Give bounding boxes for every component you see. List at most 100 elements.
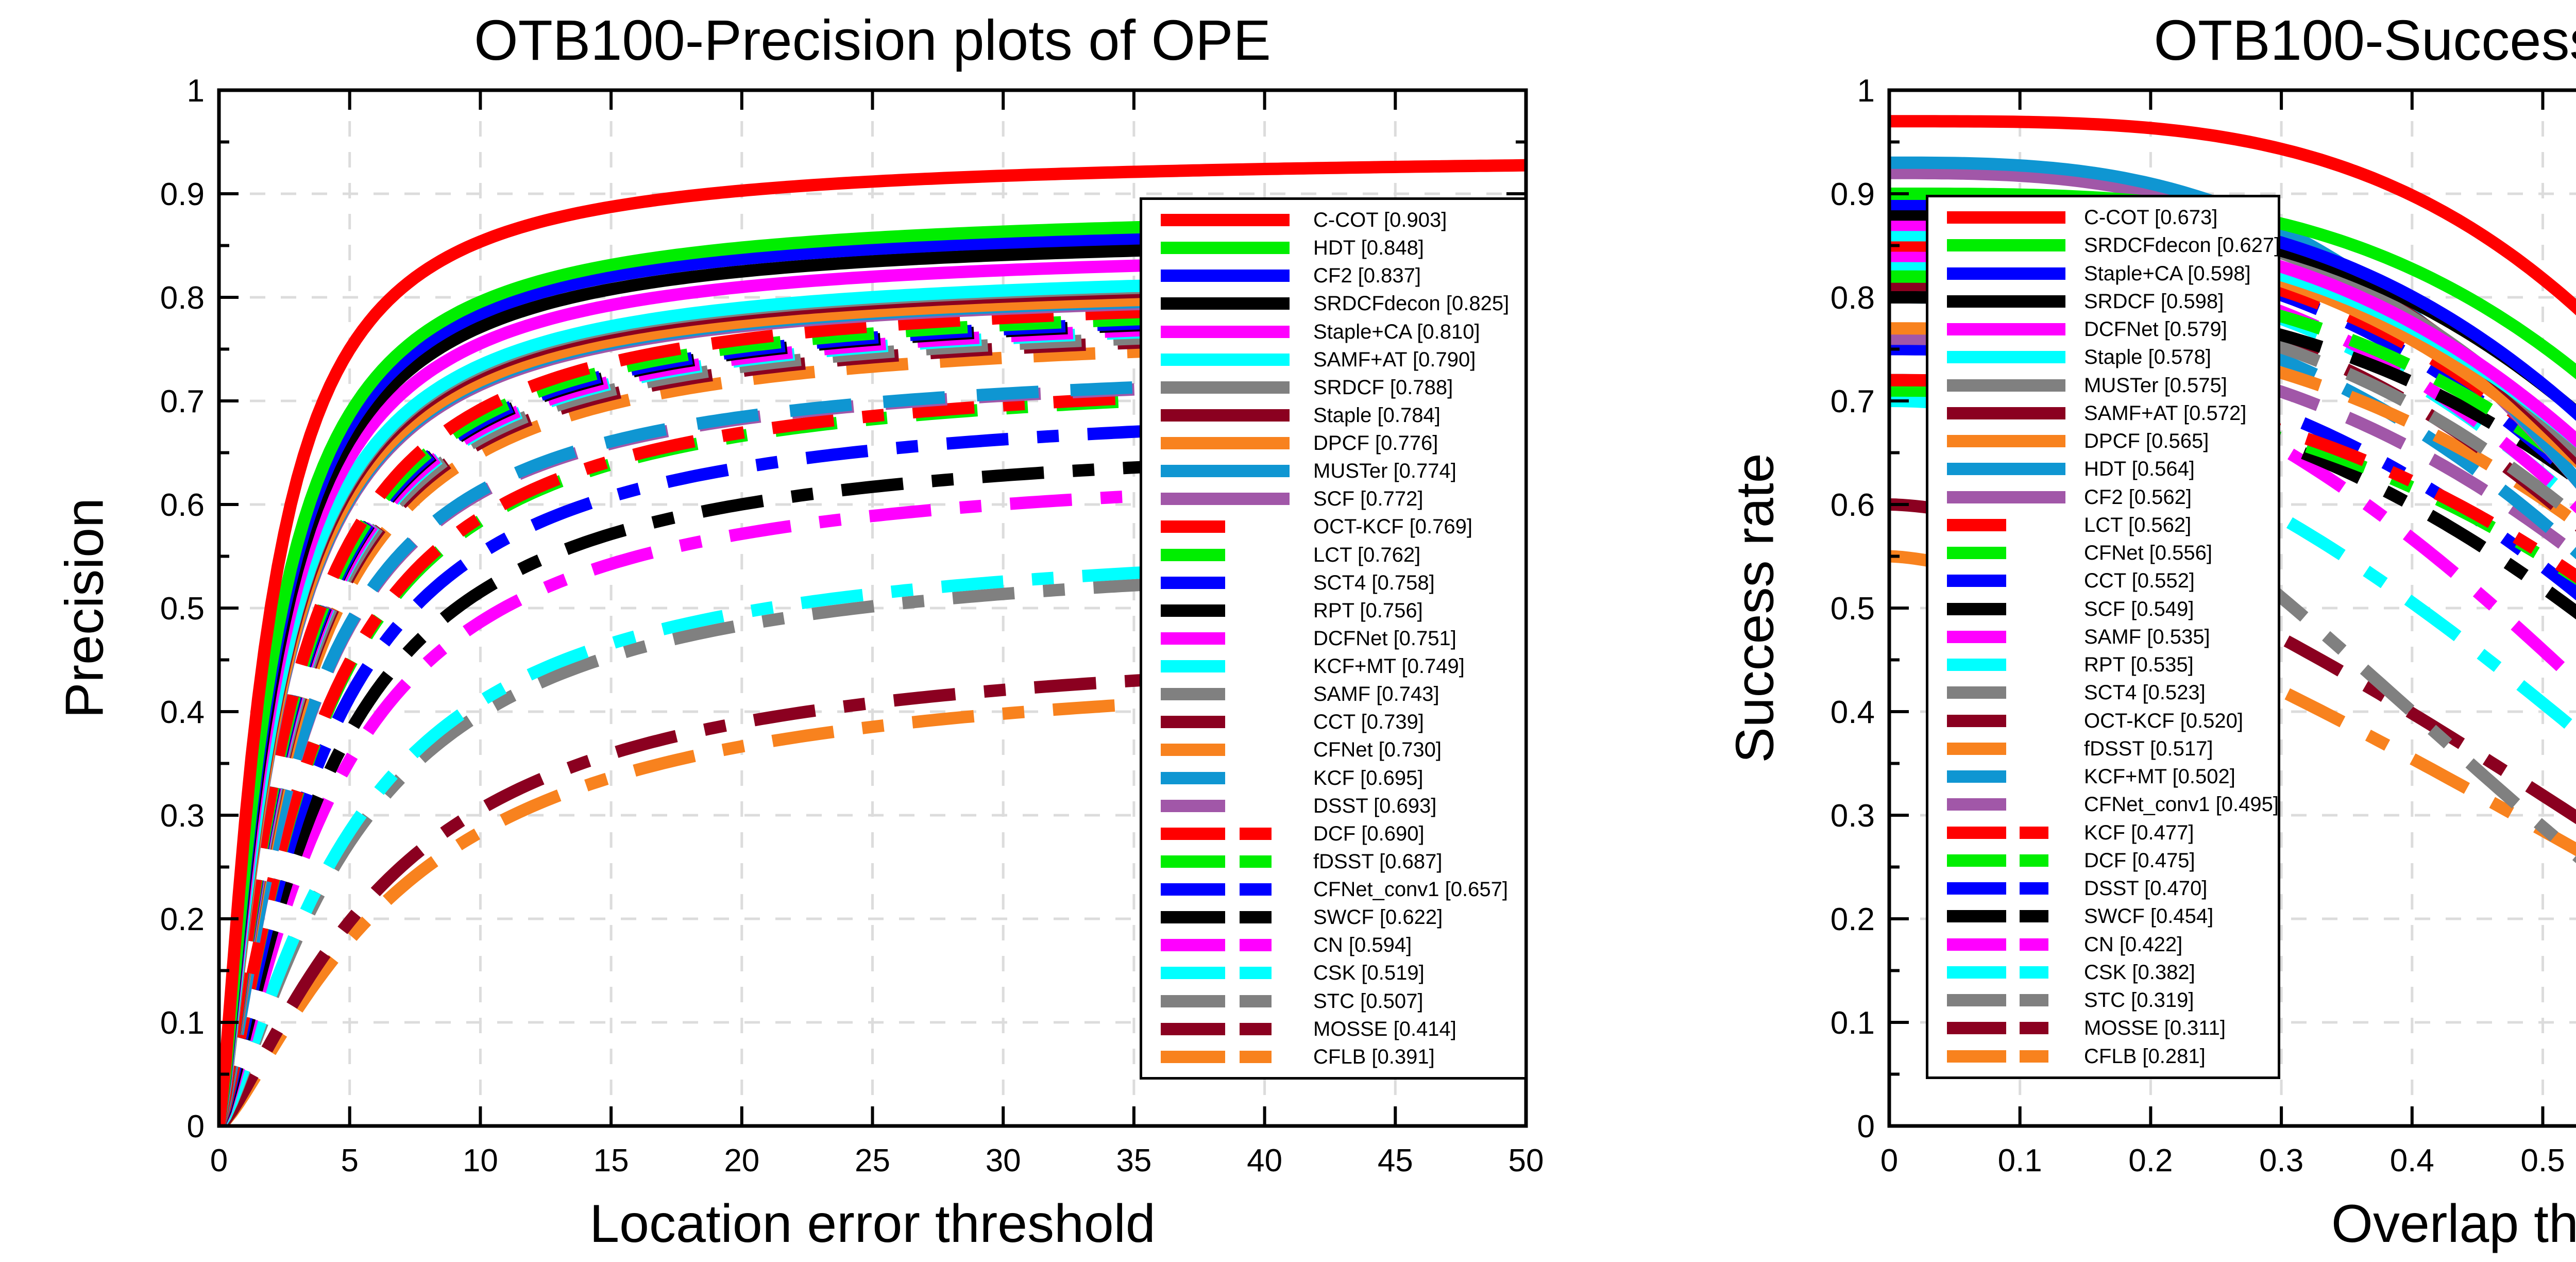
legend-item-SRDCFdecon: SRDCFdecon [0.627] bbox=[1947, 235, 2280, 256]
legend-item-MOSSE: MOSSE [0.311] bbox=[1947, 1018, 2278, 1038]
legend-item-C-COT: C-COT [0.903] bbox=[1161, 210, 1524, 230]
legend-label: SAMF+AT [0.790] bbox=[1313, 348, 1476, 371]
legend-label: SAMF [0.535] bbox=[2084, 625, 2210, 648]
series-line-DCF bbox=[219, 379, 1526, 1126]
legend-item-HDT: HDT [0.564] bbox=[1947, 459, 2278, 479]
x-tick-label: 45 bbox=[1378, 1143, 1413, 1179]
legend-label: CFLB [0.281] bbox=[2084, 1045, 2206, 1068]
legend-label: DCF [0.690] bbox=[1313, 822, 1425, 845]
y-tick-label: 0.4 bbox=[1831, 695, 1875, 730]
legend-item-CFNet_conv1: CFNet_conv1 [0.495] bbox=[1947, 793, 2279, 816]
legend-label: LCT [0.562] bbox=[2084, 513, 2192, 536]
legend-line-swatch bbox=[1161, 353, 1305, 366]
legend-line-swatch bbox=[1161, 297, 1305, 310]
legend-line-swatch bbox=[1161, 576, 1305, 589]
legend-label: Staple+CA [0.810] bbox=[1313, 320, 1480, 343]
y-tick-label: 0.5 bbox=[160, 591, 205, 627]
legend-label: CFLB [0.391] bbox=[1313, 1045, 1435, 1068]
legend-label: SAMF [0.743] bbox=[1313, 683, 1439, 706]
legend-label: MUSTer [0.774] bbox=[1313, 460, 1456, 483]
legend-label: MUSTer [0.575] bbox=[2084, 374, 2227, 397]
legend-item-CCT: CCT [0.739] bbox=[1161, 712, 1524, 732]
legend-label: SAMF+AT [0.572] bbox=[2084, 401, 2247, 425]
legend-item-DCFNet: DCFNet [0.751] bbox=[1161, 628, 1524, 649]
legend-line-swatch bbox=[1947, 602, 2076, 615]
legend-line-swatch bbox=[1947, 463, 2076, 476]
legend-label: SWCF [0.454] bbox=[2084, 905, 2214, 928]
y-tick-label: 0.5 bbox=[1831, 591, 1875, 627]
legend-line-swatch bbox=[1947, 1022, 2076, 1035]
legend-item-OCT-KCF: OCT-KCF [0.769] bbox=[1161, 516, 1524, 537]
legend-line-swatch bbox=[1947, 910, 2076, 923]
series-line-C-COT bbox=[219, 159, 1526, 1126]
x-tick-label: 20 bbox=[724, 1143, 759, 1179]
y-tick-label: 0.3 bbox=[1831, 798, 1875, 834]
legend-item-LCT: LCT [0.562] bbox=[1947, 515, 2278, 535]
success-plot: OTB100-Success plots of OPE Success rate… bbox=[1670, 0, 2576, 1262]
legend-line-swatch bbox=[1947, 966, 2076, 979]
series-line-HDT bbox=[1889, 156, 2576, 489]
x-tick-label: 35 bbox=[1116, 1143, 1151, 1179]
legend-item-SCF: SCF [0.549] bbox=[1947, 599, 2278, 619]
x-tick-label: 5 bbox=[341, 1143, 358, 1179]
legend-line-swatch bbox=[1947, 938, 2076, 951]
legend-label: DCFNet [0.751] bbox=[1313, 627, 1456, 650]
legend-label: SRDCF [0.788] bbox=[1313, 376, 1453, 399]
legend-label: MOSSE [0.311] bbox=[2084, 1017, 2226, 1040]
legend-label: Staple [0.784] bbox=[1313, 403, 1440, 427]
legend-label: CF2 [0.562] bbox=[2084, 485, 2192, 509]
legend-line-swatch bbox=[1161, 325, 1305, 338]
legend-item-HDT: HDT [0.848] bbox=[1161, 238, 1524, 258]
y-tick-label: 0.8 bbox=[1831, 280, 1875, 316]
precision-x-axis-label: Location error threshold bbox=[589, 1194, 1156, 1254]
legend-item-SCT4: SCT4 [0.523] bbox=[1947, 682, 2278, 703]
legend-line-swatch bbox=[1161, 493, 1305, 506]
legend-label: CFNet_conv1 [0.495] bbox=[2084, 793, 2279, 816]
y-tick-label: 0.3 bbox=[160, 798, 205, 834]
legend-item-OCT-KCF: OCT-KCF [0.520] bbox=[1947, 711, 2278, 731]
series-line-CSK bbox=[219, 552, 1526, 1126]
legend-item-Staple+CA: Staple+CA [0.810] bbox=[1161, 322, 1524, 342]
legend-line-swatch bbox=[1161, 242, 1305, 255]
legend-item-SCF: SCF [0.772] bbox=[1161, 489, 1524, 509]
legend-item-DPCF: DPCF [0.776] bbox=[1161, 433, 1524, 453]
x-tick-label: 10 bbox=[463, 1143, 498, 1179]
y-tick-label: 0.2 bbox=[160, 902, 205, 937]
legend-line-swatch bbox=[1947, 491, 2076, 503]
legend-label: CSK [0.382] bbox=[2084, 961, 2195, 984]
legend-item-fDSST: fDSST [0.687] bbox=[1161, 851, 1524, 872]
legend-label: SCF [0.772] bbox=[1313, 487, 1423, 511]
legend-item-SRDCFdecon: SRDCFdecon [0.825] bbox=[1161, 293, 1524, 314]
series-line-CFNet bbox=[219, 335, 1526, 1126]
legend-item-CCT: CCT [0.552] bbox=[1947, 570, 2278, 591]
legend-label: OCT-KCF [0.769] bbox=[1313, 515, 1472, 539]
legend-line-swatch bbox=[1161, 799, 1305, 812]
legend-item-CFNet_conv1: CFNet_conv1 [0.657] bbox=[1161, 879, 1524, 900]
legend-line-swatch bbox=[1947, 994, 2076, 1007]
legend-item-DCFNet: DCFNet [0.579] bbox=[1947, 319, 2278, 340]
legend-line-swatch bbox=[1161, 604, 1305, 617]
legend-label: SWCF [0.622] bbox=[1313, 906, 1443, 929]
legend-item-Staple+CA: Staple+CA [0.598] bbox=[1947, 263, 2278, 284]
legend-label: HDT [0.848] bbox=[1313, 237, 1424, 260]
legend-label: Staple [0.578] bbox=[2084, 346, 2211, 369]
legend-line-swatch bbox=[1947, 211, 2076, 224]
legend-label: CN [0.422] bbox=[2084, 933, 2183, 956]
success-legend: C-COT [0.673] SRDCFdecon [0.627] Staple+CA… bbox=[1926, 195, 2280, 1079]
legend-label: LCT [0.762] bbox=[1313, 543, 1421, 566]
legend-item-RPT: RPT [0.756] bbox=[1161, 600, 1524, 621]
legend-label: DPCF [0.776] bbox=[1313, 432, 1438, 455]
series-line-MOSSE bbox=[1889, 498, 2576, 824]
y-tick-label: 0 bbox=[187, 1109, 205, 1145]
legend-item-Staple: Staple [0.784] bbox=[1161, 405, 1524, 426]
legend-line-swatch bbox=[1161, 660, 1305, 673]
legend-label: CN [0.594] bbox=[1313, 934, 1412, 957]
legend-line-swatch bbox=[1947, 407, 2076, 419]
legend-line-swatch bbox=[1161, 214, 1305, 227]
legend-label: CCT [0.552] bbox=[2084, 569, 2195, 593]
legend-item-SCT4: SCT4 [0.758] bbox=[1161, 573, 1524, 593]
legend-label: Staple+CA [0.598] bbox=[2084, 262, 2251, 285]
y-tick-label: 0.7 bbox=[1831, 384, 1875, 419]
legend-label: C-COT [0.673] bbox=[2084, 206, 2218, 229]
